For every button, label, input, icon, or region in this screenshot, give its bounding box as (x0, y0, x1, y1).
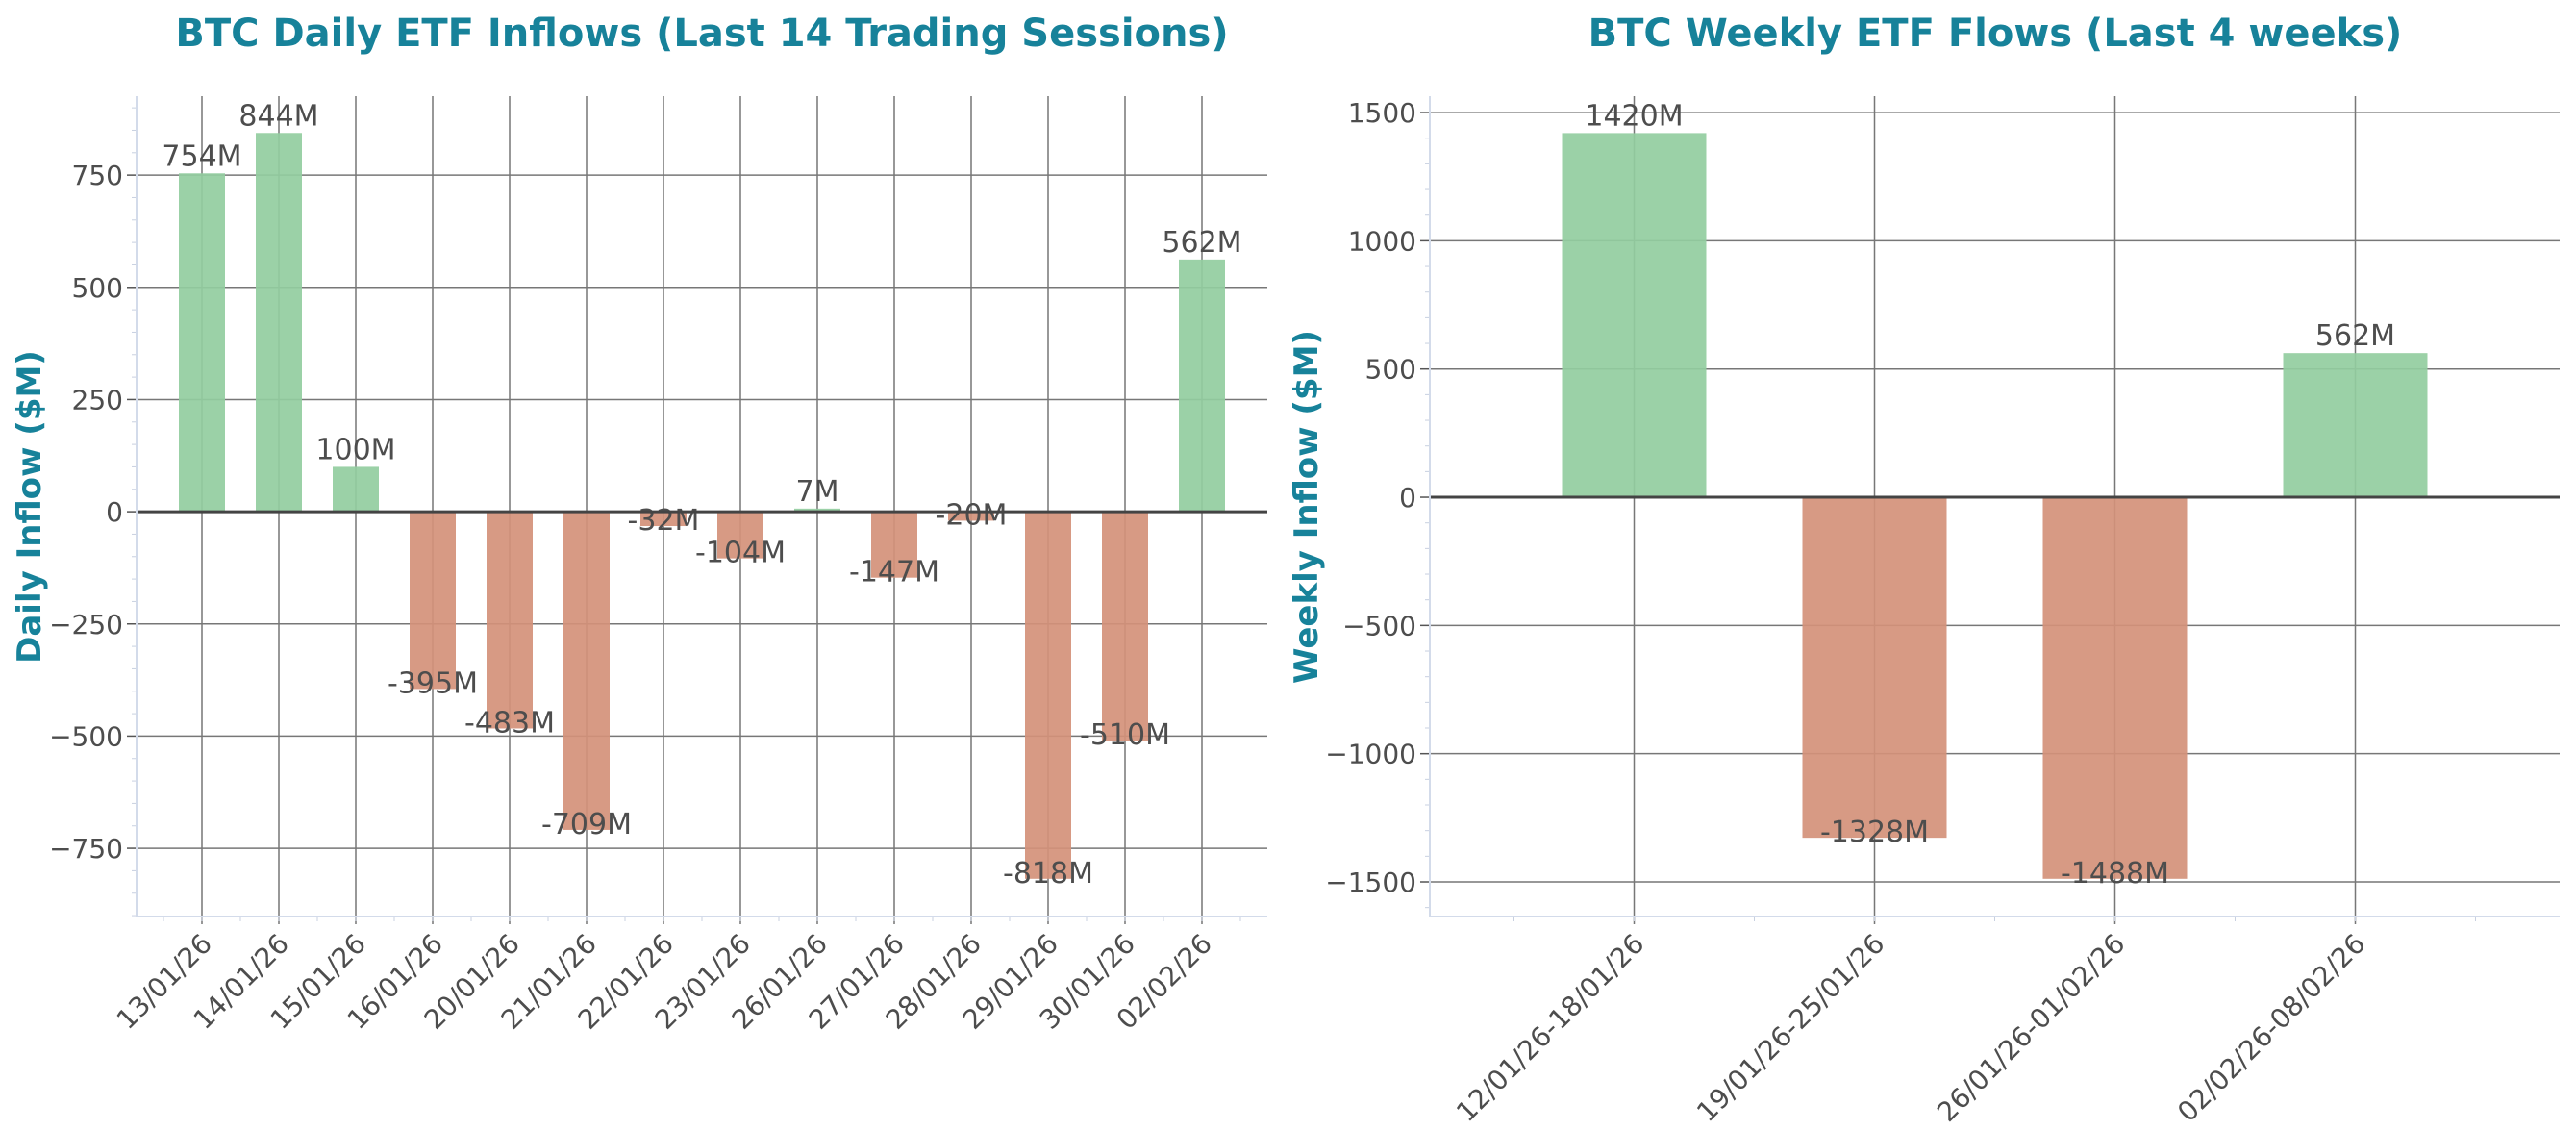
y-tick-label: −250 (49, 609, 123, 641)
chart-title-daily: BTC Daily ETF Inflows (Last 14 Trading S… (175, 12, 1228, 56)
bar-30/01/26 (1102, 512, 1148, 741)
x-tick-label: 12/01/26-18/01/26 (1450, 928, 1650, 1128)
y-tick-label: −1500 (1325, 867, 1416, 898)
bar-22/01/26 (640, 512, 687, 527)
data-label: -104M (695, 537, 786, 570)
bar-19/01/26-25/01/26 (1802, 497, 1947, 839)
bar-13/01/26 (179, 173, 225, 513)
y-tick-label: −500 (1342, 610, 1416, 641)
x-tick-label: 19/01/26-25/01/26 (1690, 928, 1890, 1128)
y-tick-label: 0 (106, 496, 123, 528)
chart-title-weekly: BTC Weekly ETF Flows (Last 4 weeks) (1588, 12, 2403, 56)
y-axis-label-daily: Daily Inflow ($M) (11, 350, 49, 664)
y-tick-label: 1500 (1348, 97, 1416, 129)
y-axis-label-weekly: Weekly Inflow ($M) (1288, 330, 1326, 684)
data-label: -1328M (1820, 816, 1929, 849)
y-tick-label: −750 (49, 833, 123, 865)
y-tick-label: 1000 (1348, 225, 1416, 257)
data-label: -483M (464, 706, 555, 740)
y-tick-label: −1000 (1325, 739, 1416, 770)
data-label: 844M (238, 99, 318, 133)
data-label: 1420M (1585, 99, 1683, 133)
x-tick-label: 02/02/26-08/02/26 (2171, 928, 2371, 1128)
y-tick-label: 500 (1365, 354, 1416, 386)
y-tick-label: 0 (1399, 482, 1416, 514)
data-label: -395M (388, 666, 478, 700)
bar-28/01/26 (948, 512, 994, 521)
daily-plot: −750 −500 −250 0 250 500 750 754M 844M 100M -395M -… (49, 96, 1267, 1036)
y-tick-label: 250 (72, 384, 123, 415)
bar-26/01/26 (794, 508, 840, 513)
data-label: -20M (936, 498, 1008, 532)
data-label: -818M (1003, 857, 1093, 891)
data-label: 7M (796, 475, 839, 509)
data-label: -510M (1080, 718, 1170, 752)
bar-16/01/26 (410, 512, 456, 690)
bar-14/01/26 (256, 133, 302, 513)
bar-15/01/26 (333, 466, 379, 513)
bar-23/01/26 (717, 512, 763, 559)
data-label: 100M (315, 433, 395, 466)
bar-02/02/26 (1179, 259, 1225, 513)
weekly-plot: −1500 −1000 −500 0 500 1000 1500 1420M -1328M -14… (1325, 96, 2560, 1128)
data-label: 754M (162, 139, 241, 173)
bar-12/01/26-18/01/26 (1562, 133, 1707, 498)
bar-29/01/26 (1025, 512, 1071, 879)
bar-26/01/26-01/02/26 (2042, 497, 2188, 879)
y-tick-label: 750 (72, 160, 123, 191)
data-label: -147M (849, 556, 939, 590)
x-tick-label: 26/01/26-01/02/26 (1931, 928, 2131, 1128)
data-label: -32M (628, 504, 700, 538)
data-label: -709M (541, 808, 632, 842)
y-tick-label: 500 (72, 272, 123, 304)
bar-21/01/26 (563, 512, 610, 830)
data-label: -1488M (2061, 857, 2169, 891)
bar-27/01/26 (871, 512, 917, 578)
data-label: 562M (2315, 319, 2395, 353)
y-tick-label: −500 (49, 720, 123, 752)
bar-02/02/26-08/02/26 (2283, 353, 2428, 498)
bar-20/01/26 (487, 512, 533, 729)
data-label: 562M (1162, 226, 1241, 260)
